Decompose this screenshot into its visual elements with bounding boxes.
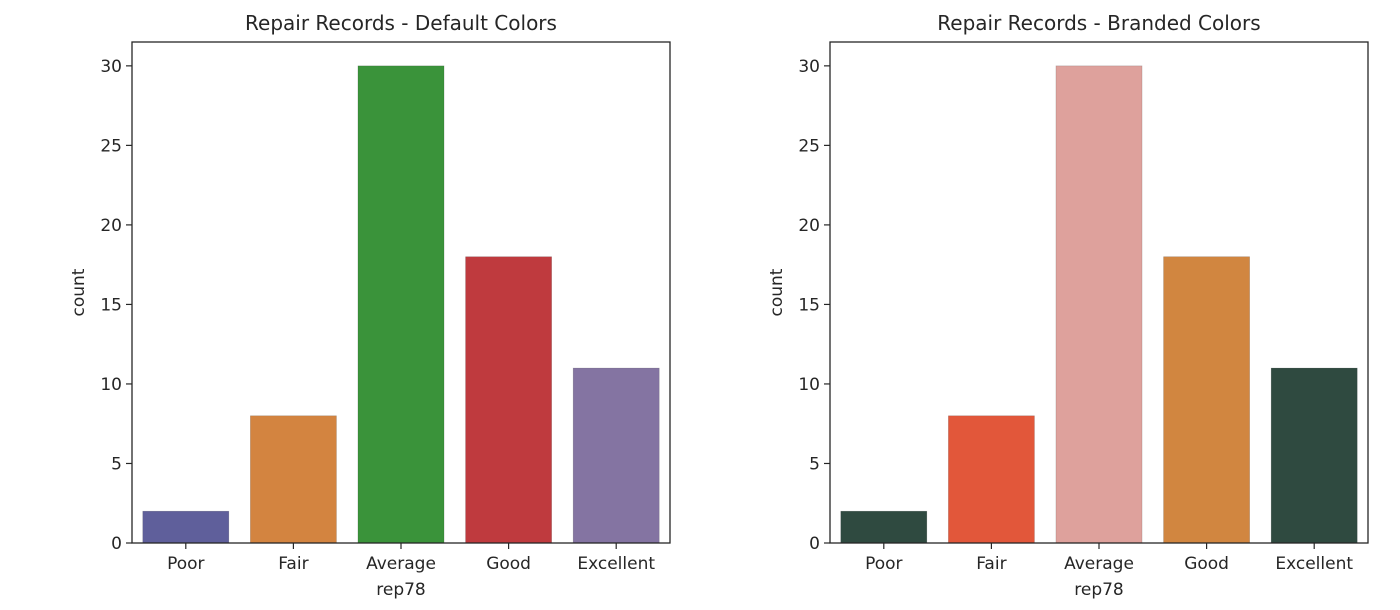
x-tick-label: Good xyxy=(1184,554,1229,574)
chart-title: Repair Records - Default Colors xyxy=(245,11,557,35)
y-tick-label: 0 xyxy=(809,534,820,554)
x-tick-label: Poor xyxy=(865,554,902,574)
bar-excellent xyxy=(1270,367,1358,544)
y-tick-label: 5 xyxy=(111,454,122,474)
chart-panel-1: 0 5 10 15 20 25 30 Poor Fair Average Good Excellent… xyxy=(69,11,671,600)
bar-fair xyxy=(948,415,1035,544)
y-tick-label: 30 xyxy=(100,57,122,77)
x-tick-label: Average xyxy=(1064,554,1134,574)
x-axis-label: rep78 xyxy=(1074,580,1124,600)
y-axis-label: count xyxy=(767,268,787,316)
y-tick-label: 10 xyxy=(798,375,820,395)
bar-poor xyxy=(840,510,928,544)
x-tick-label: Fair xyxy=(278,554,308,574)
y-tick-label: 15 xyxy=(100,295,122,315)
x-axis-label: rep78 xyxy=(376,580,426,600)
y-tick-label: 5 xyxy=(809,454,820,474)
y-tick-label: 0 xyxy=(111,534,122,554)
x-tick-label: Fair xyxy=(976,554,1006,574)
bar-good xyxy=(465,256,552,544)
bar-excellent xyxy=(572,367,660,544)
y-tick-label: 25 xyxy=(100,136,122,156)
chart-panel-2: 0 5 10 15 20 25 30 Poor Fair Average Good Excellent… xyxy=(767,11,1369,600)
y-tick-label: 20 xyxy=(798,216,820,236)
bar-average xyxy=(357,65,445,544)
bar-average xyxy=(1055,65,1143,544)
bar-good xyxy=(1163,256,1250,544)
y-axis-label: count xyxy=(69,268,89,316)
y-tick-label: 10 xyxy=(100,375,122,395)
x-tick-label: Poor xyxy=(167,554,204,574)
y-tick-label: 25 xyxy=(798,136,820,156)
bar-fair xyxy=(250,415,337,544)
y-tick-label: 30 xyxy=(798,57,820,77)
y-tick-label: 20 xyxy=(100,216,122,236)
x-tick-label: Good xyxy=(486,554,531,574)
x-tick-label: Excellent xyxy=(577,554,655,574)
bar-poor xyxy=(142,510,230,544)
chart-title: Repair Records - Branded Colors xyxy=(937,11,1260,35)
x-tick-label: Average xyxy=(366,554,436,574)
y-tick-label: 15 xyxy=(798,295,820,315)
x-tick-label: Excellent xyxy=(1275,554,1353,574)
